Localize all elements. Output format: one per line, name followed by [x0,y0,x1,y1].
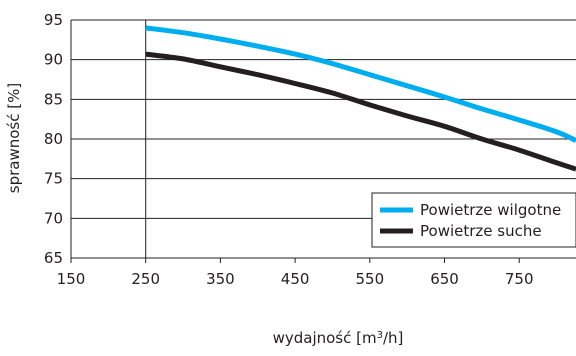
x-tick-label: 350 [206,270,235,288]
series [145,25,576,172]
y-axis-label: sprawność [%] [5,83,23,193]
legend-label: Powietrze wilgotne [420,201,561,219]
y-tick-label: 95 [44,11,63,29]
x-tick-label: 250 [131,270,160,288]
y-tick-label: 85 [44,90,63,108]
x-tick-label: 750 [505,270,534,288]
series-line-humid [145,25,576,143]
series-line-dry [145,51,576,172]
x-tick-label: 650 [430,270,459,288]
tick-labels: 65 70 75 80 85 90 95 150 250 350 450 550 650 750 [44,11,534,288]
x-tick-label: 150 [57,270,86,288]
legend: Powietrze wilgotne Powietrze suche [371,192,576,248]
y-tick-label: 65 [44,249,63,267]
y-tick-label: 70 [44,209,63,227]
y-tick-label: 80 [44,130,63,148]
x-tick-label: 550 [355,270,384,288]
y-tick-label: 90 [44,51,63,69]
x-tick-label: 450 [281,270,310,288]
axes [70,20,520,263]
legend-label: Powietrze suche [420,222,542,240]
x-axis-label: wydajność [m3/h] [273,329,404,347]
legend-box [371,192,576,248]
y-tick-label: 75 [44,170,63,188]
